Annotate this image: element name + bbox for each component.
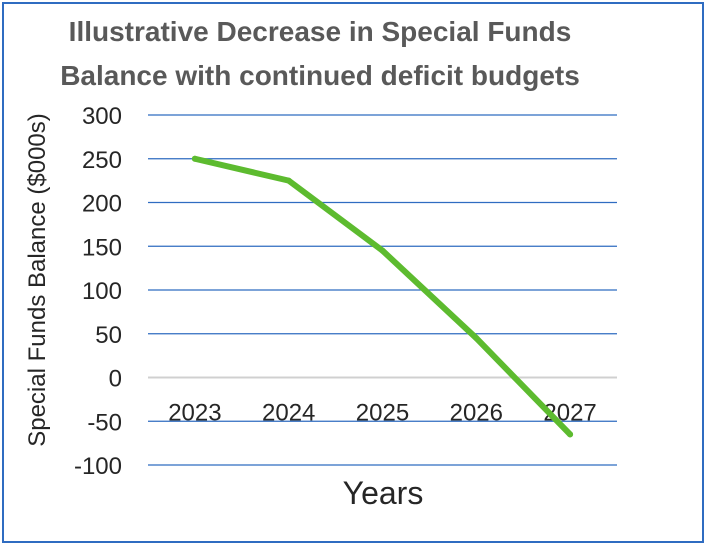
- series-line: [191, 155, 574, 438]
- x-tick-labels: 2023 2024 2025 2026 2027: [168, 400, 597, 427]
- y-tick-label: -50: [87, 409, 122, 436]
- x-axis-title: Years: [343, 475, 424, 511]
- data-point: [191, 155, 198, 162]
- grid-lines: [148, 114, 617, 466]
- x-tick-label: 2025: [356, 400, 409, 427]
- y-axis-title: Special Funds Balance ($000s): [24, 113, 51, 447]
- x-tick-label: 2026: [450, 400, 503, 427]
- chart-title: Illustrative Decrease in Special Funds B…: [60, 16, 580, 91]
- y-tick-label: 100: [82, 278, 122, 305]
- data-point: [379, 247, 386, 254]
- y-tick-label: 200: [82, 191, 122, 218]
- series-group: [191, 155, 574, 438]
- y-tick-label: 0: [109, 366, 122, 393]
- y-tick-labels: 300 250 200 150 100 50 0 -50 -100: [74, 103, 122, 480]
- y-tick-label: 50: [95, 322, 122, 349]
- data-point: [473, 335, 480, 342]
- y-tick-label: 150: [82, 234, 122, 261]
- x-tick-label: 2024: [262, 400, 315, 427]
- data-point: [567, 431, 574, 438]
- y-tick-label: -100: [74, 453, 122, 480]
- data-point: [285, 177, 292, 184]
- y-tick-label: 250: [82, 147, 122, 174]
- y-tick-label: 300: [82, 103, 122, 130]
- x-tick-label: 2023: [168, 400, 221, 427]
